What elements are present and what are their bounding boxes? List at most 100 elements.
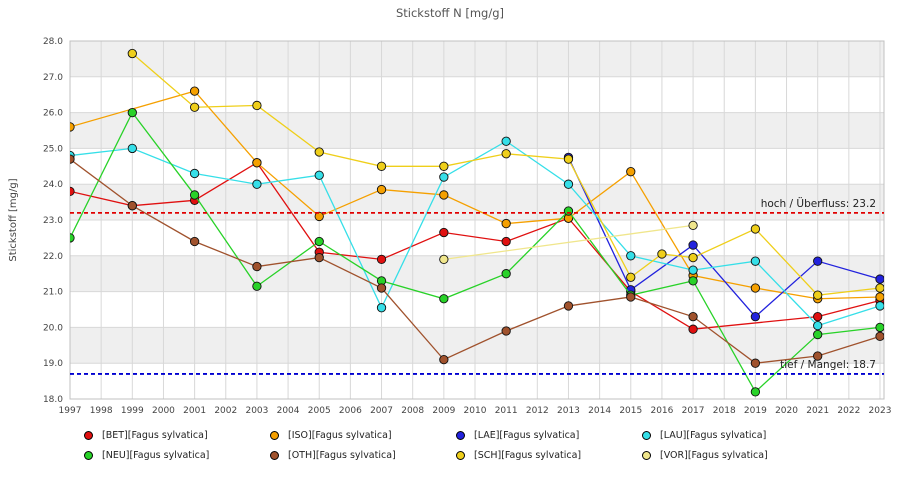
data-point xyxy=(314,147,324,157)
data-point xyxy=(439,190,449,200)
legend-marker xyxy=(456,451,465,460)
series-OTH xyxy=(70,154,884,368)
x-tick-label: 2002 xyxy=(214,406,237,416)
data-point xyxy=(70,154,75,164)
data-point xyxy=(252,261,262,272)
data-point xyxy=(563,301,574,311)
data-point xyxy=(626,167,636,177)
data-point xyxy=(252,100,262,111)
data-point xyxy=(688,240,698,250)
band xyxy=(70,184,884,220)
y-tick-label: 20.0 xyxy=(43,323,63,333)
y-tick-label: 25.0 xyxy=(43,144,63,154)
y-tick-label: 26.0 xyxy=(43,109,63,119)
series-line xyxy=(443,224,694,261)
x-tick-label: 2009 xyxy=(432,406,455,416)
legend-label: [OTH][Fagus sylvatica] xyxy=(288,450,396,461)
legend-marker xyxy=(270,451,279,460)
data-point xyxy=(252,158,262,168)
data-point xyxy=(688,312,698,322)
y-tick-label: 23.0 xyxy=(43,216,63,226)
data-point xyxy=(252,281,262,291)
data-point xyxy=(875,322,884,333)
data-point xyxy=(750,358,761,368)
x-tick-label: 2019 xyxy=(744,406,767,416)
data-point xyxy=(626,292,636,302)
data-point xyxy=(189,102,200,112)
x-tick-label: 2003 xyxy=(245,406,268,416)
legend-marker xyxy=(84,451,93,460)
x-tick-label: 2014 xyxy=(588,406,611,416)
data-point xyxy=(70,233,75,243)
data-point xyxy=(376,283,387,293)
data-point xyxy=(875,331,884,341)
band xyxy=(70,327,884,364)
y-tick-label: 22.0 xyxy=(43,252,63,262)
data-point xyxy=(501,218,511,229)
x-tick-label: 2016 xyxy=(650,406,673,416)
data-point xyxy=(252,179,262,189)
legend-label: [LAU][Fagus sylvatica] xyxy=(660,430,767,441)
data-point xyxy=(501,136,511,146)
data-point xyxy=(70,186,75,197)
data-point xyxy=(657,249,667,259)
y-tick-label: 27.0 xyxy=(43,73,63,83)
x-tick-label: 1998 xyxy=(90,406,113,416)
legend-marker xyxy=(84,431,93,440)
chart-legend-grid: [BET][Fagus sylvatica] [ISO][Fagus sylvat… xyxy=(78,430,822,461)
data-point xyxy=(439,227,449,238)
band xyxy=(70,255,884,292)
x-tick-label: 2000 xyxy=(152,406,175,416)
x-tick-label: 2007 xyxy=(370,406,393,416)
chart-legend: [BET][Fagus sylvatica] [ISO][Fagus sylvat… xyxy=(0,430,900,461)
data-point xyxy=(875,283,884,293)
x-tick-label: 2001 xyxy=(183,406,206,416)
data-point xyxy=(127,48,137,59)
line-chart-canvas: hoch / Überfluss: 23.2 tief / Mangel: 18.… xyxy=(8,37,892,416)
data-point xyxy=(813,312,823,322)
data-point xyxy=(688,252,698,263)
data-point xyxy=(501,326,511,336)
data-point xyxy=(439,254,449,265)
data-point xyxy=(626,272,636,282)
series-LAE xyxy=(563,152,884,322)
data-point xyxy=(189,86,200,96)
threshold-label: hoch / Überfluss: 23.2 xyxy=(761,197,876,210)
data-point xyxy=(439,354,449,365)
series-line xyxy=(70,140,881,327)
data-point xyxy=(750,256,761,266)
legend-label: [ISO][Fagus sylvatica] xyxy=(288,430,392,441)
x-tick-label: 2017 xyxy=(682,406,705,416)
data-point xyxy=(189,190,200,200)
data-point xyxy=(875,292,884,302)
data-point xyxy=(813,351,823,361)
data-point xyxy=(626,251,636,261)
x-tick-label: 1999 xyxy=(121,406,144,416)
legend-marker xyxy=(642,431,651,440)
legend-item-LAE: [LAE][Fagus sylvatica] xyxy=(450,430,636,441)
x-tick-label: 2022 xyxy=(837,406,860,416)
x-tick-label: 2021 xyxy=(806,406,829,416)
plot-border xyxy=(69,40,885,400)
legend-label: [NEU][Fagus sylvatica] xyxy=(102,450,210,461)
data-point xyxy=(376,303,387,313)
band xyxy=(70,41,884,77)
legend-marker xyxy=(642,451,651,460)
legend-marker xyxy=(270,431,279,440)
y-tick-label: 19.0 xyxy=(43,359,63,369)
legend-item-NEU: [NEU][Fagus sylvatica] xyxy=(78,450,264,461)
data-point xyxy=(439,294,449,304)
data-point xyxy=(563,154,574,164)
x-tick-label: 2023 xyxy=(869,406,892,416)
legend-marker xyxy=(456,431,465,440)
legend-item-ISO: [ISO][Fagus sylvatica] xyxy=(264,430,450,441)
y-tick-label: 28.0 xyxy=(43,37,63,47)
data-point xyxy=(439,172,449,182)
x-tick-label: 2011 xyxy=(495,406,518,416)
data-point xyxy=(875,301,884,311)
data-point xyxy=(813,290,823,300)
y-tick-label: 24.0 xyxy=(43,180,63,190)
data-point xyxy=(70,122,75,132)
data-point xyxy=(314,236,324,247)
data-point xyxy=(501,149,511,159)
